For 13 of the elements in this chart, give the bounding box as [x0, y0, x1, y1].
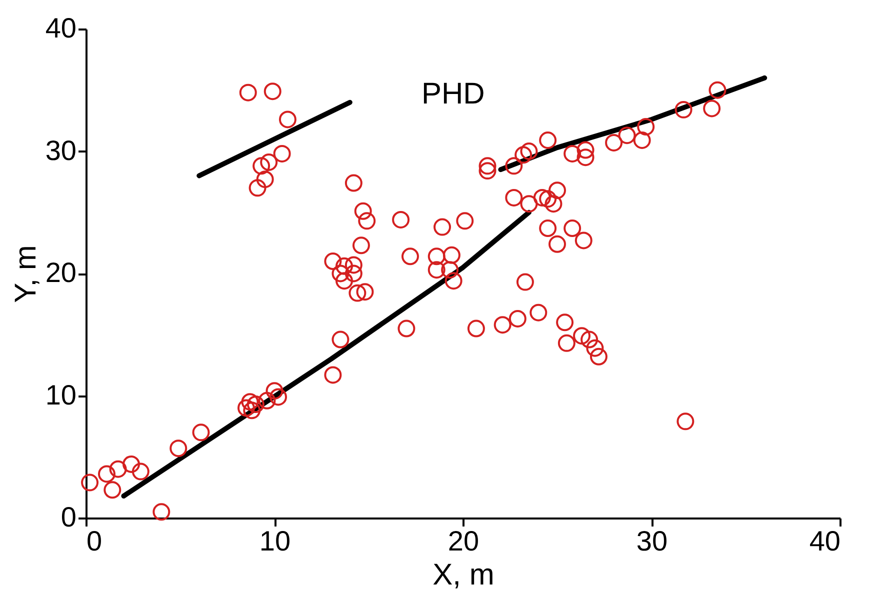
y-tick-label: 10 — [45, 379, 76, 410]
y-axis-title: Y, m — [9, 245, 42, 303]
x-tick-label: 40 — [809, 526, 840, 556]
x-tick-label: 0 — [86, 526, 102, 556]
y-tick-label: 40 — [45, 12, 76, 44]
y-tick-label: 20 — [45, 257, 76, 288]
x-tick-label: 20 — [448, 526, 480, 556]
y-tick-label: 0 — [60, 502, 76, 532]
x-axis-title: X, m — [432, 558, 494, 592]
x-tick-label: 30 — [636, 526, 668, 556]
annotation: PHD — [421, 78, 485, 111]
x-tick-label: 10 — [259, 526, 291, 556]
y-tick-label: 30 — [45, 134, 76, 166]
